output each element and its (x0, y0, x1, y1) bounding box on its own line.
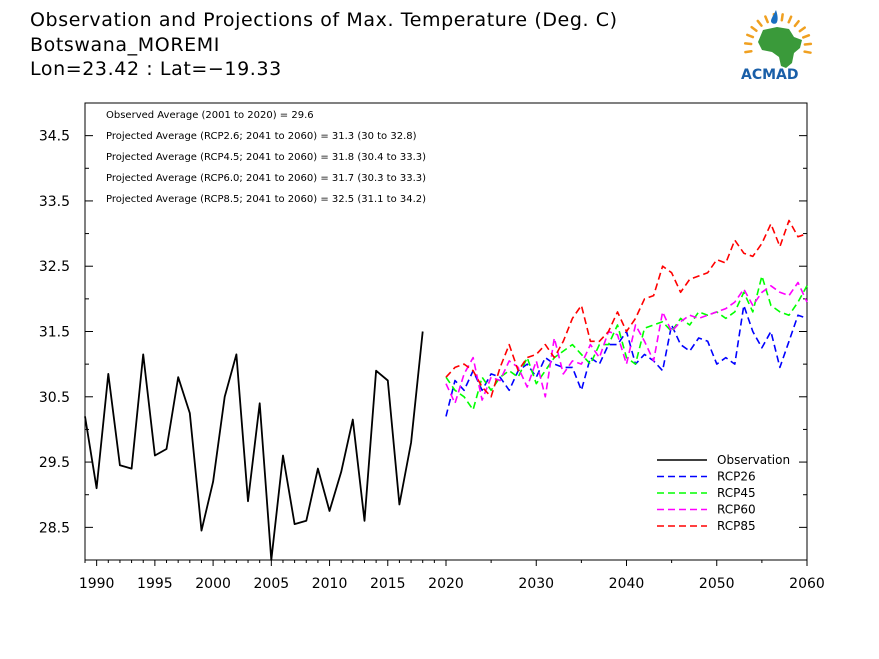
acmad-logo-text: ACMAD (741, 67, 799, 83)
sun-ray (802, 34, 811, 39)
sun-ray (750, 25, 758, 33)
x-tick-label: 2040 (609, 576, 645, 592)
legend-label-rcp60: RCP60 (717, 503, 756, 517)
plot-frame (84, 102, 808, 561)
y-tick-label: 31.5 (39, 325, 70, 341)
legend-label-rcp26: RCP26 (717, 470, 756, 484)
series-line-rcp60 (445, 281, 808, 405)
x-tick-label: 1990 (79, 576, 115, 592)
x-tick-label: 2020 (428, 576, 464, 592)
legend-label-observation: Observation (717, 453, 790, 467)
y-tick-label: 34.5 (39, 129, 70, 145)
acmad-logo: ACMAD (741, 10, 813, 83)
y-tick-label: 28.5 (39, 520, 70, 536)
sun-ray (746, 33, 755, 39)
annotation-observed-average: Observed Average (2001 to 2020) = 29.6 (106, 110, 314, 121)
legend-label-rcp85: RCP85 (717, 519, 756, 533)
x-tick-label: 2010 (312, 576, 348, 592)
x-tick-label: 2005 (254, 576, 290, 592)
axes: 28.5 29.5 30.5 31.5 32.5 33.5 34.5 1990 1995 2000… (39, 102, 825, 592)
water-drop-icon (771, 10, 778, 24)
x-tick-label: 2030 (518, 576, 554, 592)
annotation-rcp45-average: Projected Average (RCP4.5; 2041 to 2060)… (106, 152, 426, 163)
sun-ray (787, 15, 793, 24)
series (84, 219, 808, 561)
sun-ray (803, 50, 812, 54)
chart-title: Observation and Projections of Max. Temp… (30, 9, 618, 31)
annotation-rcp60-average: Projected Average (RCP6.0; 2041 to 2060)… (106, 173, 426, 184)
chart-subtitle-coordinates: Lon=23.42 : Lat=−19.33 (30, 58, 282, 80)
x-tick-label: 1995 (137, 576, 173, 592)
sun-ray (744, 49, 753, 54)
sun-ray (798, 26, 806, 33)
annotation-block: Observed Average (2001 to 2020) = 29.6 P… (106, 110, 426, 205)
x-tick-label: 2000 (195, 576, 231, 592)
legend: Observation RCP26 RCP45 RCP60 RCP85 (657, 453, 790, 533)
sun-ray (756, 19, 763, 27)
y-tick-label: 30.5 (39, 390, 70, 406)
sun-ray (780, 13, 784, 22)
y-tick-label: 29.5 (39, 455, 70, 471)
annotation-rcp85-average: Projected Average (RCP8.5; 2041 to 2060)… (106, 194, 426, 205)
chart-subtitle-location: Botswana_MOREMI (30, 34, 220, 56)
annotation-rcp26-average: Projected Average (RCP2.6; 2041 to 2060)… (106, 131, 417, 142)
series-line-rcp85 (445, 219, 808, 398)
y-tick-label: 33.5 (39, 194, 70, 210)
sun-ray (764, 15, 769, 24)
series-line-observation (84, 331, 424, 561)
x-tick-label: 2050 (699, 576, 735, 592)
y-tick-label: 32.5 (39, 259, 70, 275)
x-tick-label: 2015 (370, 576, 406, 592)
africa-map-icon (758, 27, 802, 68)
sun-rays-icon (743, 13, 813, 54)
sun-ray (743, 42, 753, 46)
sun-ray (793, 19, 800, 28)
sun-ray (803, 42, 813, 46)
legend-label-rcp45: RCP45 (717, 486, 756, 500)
x-tick-label: 2060 (789, 576, 825, 592)
series-line-rcp45 (445, 275, 808, 411)
